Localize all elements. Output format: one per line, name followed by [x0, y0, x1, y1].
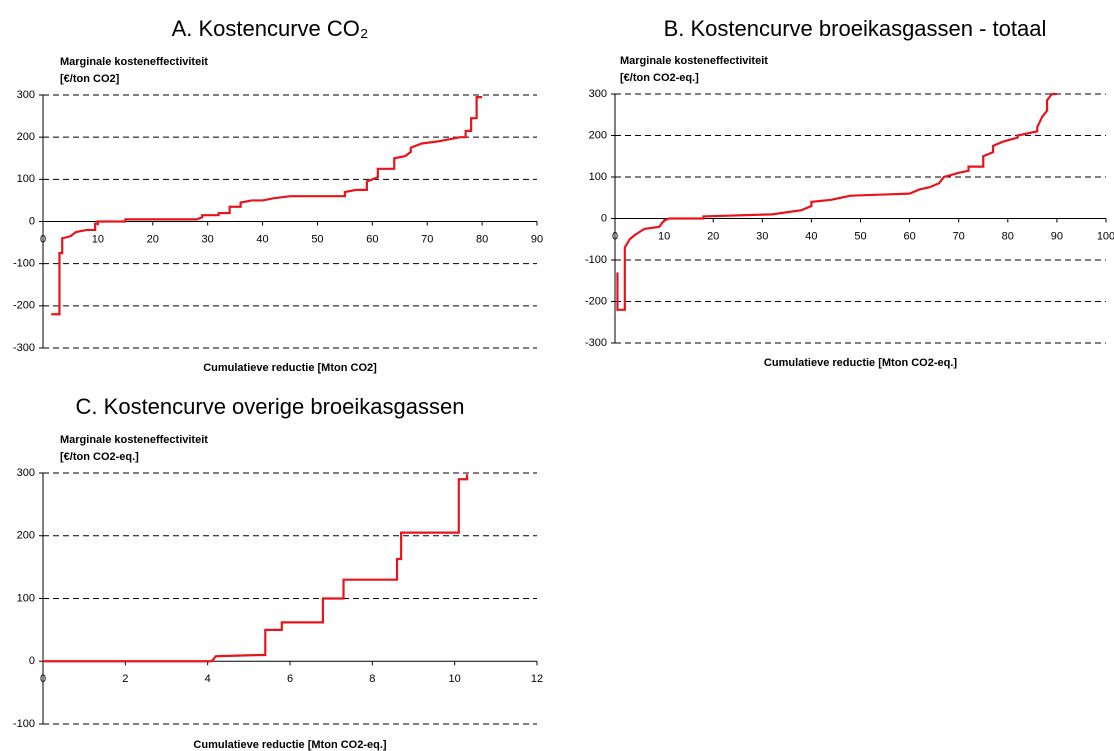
- x-tick-label: 50: [311, 233, 323, 245]
- x-tick-label: 0: [40, 233, 46, 245]
- y-tick-label: -100: [13, 258, 35, 270]
- x-tick-label: 10: [449, 673, 461, 685]
- x-tick-label: 2: [122, 673, 128, 685]
- x-tick-label: 40: [805, 230, 817, 242]
- x-tick-label: 70: [953, 230, 965, 242]
- y-tick-label: 0: [29, 655, 35, 667]
- y-axis-label: [€/ton CO2-eq.]: [60, 451, 139, 463]
- x-tick-label: 90: [531, 233, 543, 245]
- y-tick-label: 0: [29, 215, 35, 227]
- x-tick-label: 8: [369, 673, 375, 685]
- y-tick-label: -300: [585, 337, 607, 349]
- x-tick-label: 20: [147, 233, 159, 245]
- y-tick-label: 200: [589, 129, 607, 141]
- x-tick-label: 60: [366, 233, 378, 245]
- chart-title: B. Kostencurve broeikasgassen - totaal: [664, 16, 1047, 41]
- y-tick-label: 300: [17, 467, 35, 479]
- chart-title: C. Kostencurve overige broeikasgassen: [76, 394, 465, 419]
- cost-curve: [51, 96, 483, 316]
- x-tick-label: 50: [854, 230, 866, 242]
- y-tick-label: -300: [13, 342, 35, 354]
- x-tick-label: 0: [40, 673, 46, 685]
- x-tick-label: 80: [1002, 230, 1014, 242]
- y-tick-label: 0: [601, 212, 607, 224]
- x-tick-label: 10: [92, 233, 104, 245]
- x-tick-label: 40: [256, 233, 268, 245]
- x-tick-label: 12: [531, 673, 543, 685]
- y-axis-label: Marginale kosteneffectiviteit: [60, 56, 208, 68]
- y-tick-label: -100: [585, 254, 607, 266]
- y-axis-label: [€/ton CO2-eq.]: [620, 72, 699, 84]
- cost-curve: [43, 474, 469, 663]
- x-tick-label: 30: [756, 230, 768, 242]
- x-axis-label: Cumulatieve reductie [Mton CO2-eq.]: [764, 357, 957, 369]
- y-tick-label: -100: [13, 718, 35, 730]
- y-tick-label: 300: [589, 88, 607, 100]
- x-tick-label: 90: [1051, 230, 1063, 242]
- y-tick-label: 300: [17, 89, 35, 101]
- y-tick-label: -200: [13, 300, 35, 312]
- x-tick-label: 4: [205, 673, 211, 685]
- cost-curve: [616, 92, 1057, 311]
- y-tick-label: -200: [585, 295, 607, 307]
- y-axis-label: Marginale kosteneffectiviteit: [620, 55, 768, 67]
- y-axis-label: [€/ton CO2]: [60, 73, 120, 85]
- x-tick-label: 30: [202, 233, 214, 245]
- x-tick-label: 80: [476, 233, 488, 245]
- chart-title: A. Kostencurve CO₂: [172, 16, 369, 41]
- y-tick-label: 100: [17, 592, 35, 604]
- x-tick-label: 70: [421, 233, 433, 245]
- x-tick-label: 6: [287, 673, 293, 685]
- y-tick-label: 200: [17, 530, 35, 542]
- x-axis-label: Cumulatieve reductie [Mton CO2-eq.]: [193, 739, 386, 751]
- y-tick-label: 200: [17, 131, 35, 143]
- x-tick-label: 20: [707, 230, 719, 242]
- x-tick-label: 60: [903, 230, 915, 242]
- x-tick-label: 100: [1097, 230, 1114, 242]
- x-tick-label: 10: [658, 230, 670, 242]
- x-tick-label: 0: [612, 230, 618, 242]
- y-tick-label: 100: [17, 173, 35, 185]
- x-axis-label: Cumulatieve reductie [Mton CO2]: [203, 362, 377, 374]
- y-axis-label: Marginale kosteneffectiviteit: [60, 434, 208, 446]
- y-tick-label: 100: [589, 171, 607, 183]
